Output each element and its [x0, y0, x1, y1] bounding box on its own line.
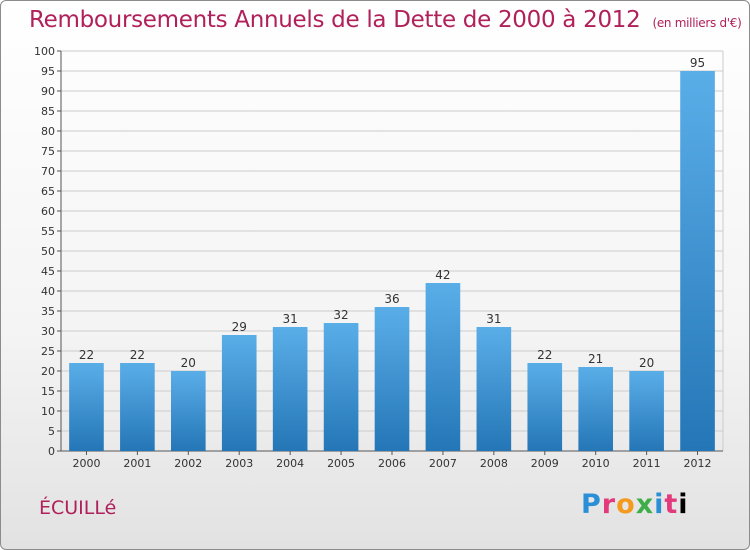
- bar: [578, 367, 614, 451]
- data-label: 95: [690, 56, 705, 70]
- y-tick-label: 15: [41, 385, 55, 398]
- bar: [120, 363, 155, 451]
- chart-title: Remboursements Annuels de la Dette de 20…: [29, 7, 742, 33]
- y-tick-label: 65: [41, 185, 55, 198]
- bar: [425, 283, 461, 451]
- data-label: 21: [588, 352, 603, 366]
- y-tick-label: 0: [48, 445, 55, 458]
- data-label: 20: [181, 356, 196, 370]
- commune-name: ÉCUILLé: [39, 497, 117, 519]
- bars: [69, 71, 715, 451]
- x-tick-label: 2008: [480, 457, 508, 470]
- data-label: 20: [639, 356, 654, 370]
- logo-letter: r: [601, 489, 617, 520]
- y-tick-label: 20: [41, 365, 55, 378]
- labels: 0 5 10 15 20 25 30 35 40 45 50 55 60 65 70 75 80 85 90 95 10…: [34, 45, 712, 470]
- y-tick-label: 85: [41, 105, 55, 118]
- logo-letter: P: [581, 489, 602, 520]
- data-label: 31: [486, 312, 501, 326]
- logo-letter: x: [635, 489, 655, 520]
- y-tick-label: 30: [41, 325, 55, 338]
- x-tick-label: 2003: [225, 457, 253, 470]
- bar: [69, 363, 104, 451]
- data-label: 22: [130, 348, 145, 362]
- x-tick-label: 2004: [276, 457, 304, 470]
- logo-letter: i: [678, 489, 689, 520]
- logo-letter: i: [654, 489, 665, 520]
- y-tick-label: 45: [41, 265, 55, 278]
- data-label: 29: [232, 320, 247, 334]
- bar: [629, 371, 664, 451]
- data-label: 22: [537, 348, 552, 362]
- logo-letter: o: [616, 489, 636, 520]
- data-label: 32: [333, 308, 348, 322]
- bar: [476, 327, 512, 451]
- x-tick-label: 2011: [633, 457, 661, 470]
- y-tick-label: 90: [41, 85, 55, 98]
- chart-title-text: Remboursements Annuels de la Dette de 20…: [29, 7, 641, 33]
- bar: [527, 363, 563, 451]
- y-tick-label: 50: [41, 245, 55, 258]
- y-tick-label: 95: [41, 65, 55, 78]
- x-tick-label: 2001: [123, 457, 151, 470]
- y-tick-label: 75: [41, 145, 55, 158]
- y-tick-label: 70: [41, 165, 55, 178]
- y-tick-label: 25: [41, 345, 55, 358]
- bar: [374, 307, 410, 451]
- bar: [680, 71, 715, 451]
- y-tick-label: 40: [41, 285, 55, 298]
- y-tick-label: 100: [34, 45, 55, 58]
- data-label: 22: [79, 348, 94, 362]
- bar: [170, 371, 206, 451]
- y-tick-label: 10: [41, 405, 55, 418]
- proxiti-logo[interactable]: Proxiti: [581, 489, 689, 520]
- x-tick-label: 2002: [174, 457, 202, 470]
- x-tick-label: 2007: [429, 457, 457, 470]
- x-tick-label: 2012: [684, 457, 712, 470]
- x-tick-label: 2010: [582, 457, 610, 470]
- y-tick-label: 5: [48, 425, 55, 438]
- bar: [221, 335, 257, 451]
- y-tick-label: 60: [41, 205, 55, 218]
- bar: [323, 323, 359, 451]
- data-label: 42: [435, 268, 450, 282]
- chart-unit: (en milliers d'€): [652, 16, 742, 30]
- y-tick-label: 35: [41, 305, 55, 318]
- data-label: 36: [384, 292, 399, 306]
- bar: [272, 327, 308, 451]
- x-tick-label: 2005: [327, 457, 355, 470]
- y-tick-label: 80: [41, 125, 55, 138]
- y-tick-label: 55: [41, 225, 55, 238]
- x-tick-label: 2006: [378, 457, 406, 470]
- logo-letter: t: [664, 489, 679, 520]
- data-label: 31: [283, 312, 298, 326]
- x-tick-label: 2000: [72, 457, 100, 470]
- x-tick-label: 2009: [531, 457, 559, 470]
